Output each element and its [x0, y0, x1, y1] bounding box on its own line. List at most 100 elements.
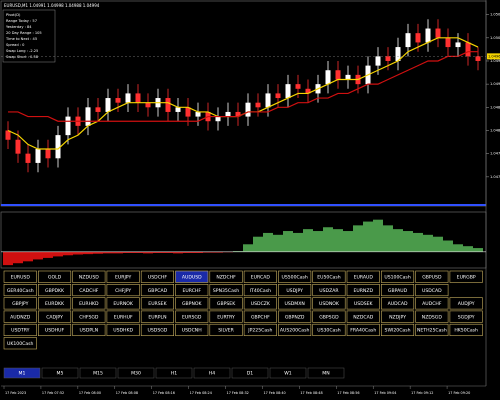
symbol-button[interactable]	[449, 270, 483, 283]
symbol-label[interactable]: EURSEK	[148, 301, 167, 307]
symbol-button[interactable]	[380, 323, 415, 337]
symbol-button[interactable]	[380, 310, 415, 323]
symbol-label[interactable]: USDCNH	[182, 328, 202, 334]
symbol-button[interactable]	[415, 270, 449, 283]
symbol-label[interactable]: EURAUD	[354, 275, 374, 281]
symbol-button[interactable]	[106, 270, 140, 283]
timeframe-button[interactable]	[41, 367, 79, 379]
symbol-button[interactable]	[72, 270, 106, 283]
symbol-button[interactable]	[140, 297, 174, 310]
symbol-button[interactable]	[72, 283, 106, 297]
timeframe-label[interactable]: W1	[284, 371, 292, 377]
symbol-label[interactable]: AUDCHF	[422, 301, 442, 307]
symbol-button[interactable]	[346, 297, 380, 310]
symbol-label[interactable]: EURTRY	[217, 314, 235, 320]
timeframe-label[interactable]: MN	[322, 371, 329, 377]
timeframe-button[interactable]	[307, 367, 345, 379]
symbol-label[interactable]: EURPLN	[148, 314, 166, 320]
symbol-label[interactable]: GBPNOK	[182, 301, 203, 307]
symbol-button[interactable]	[380, 297, 415, 310]
timeframe-label[interactable]: M5	[57, 371, 64, 377]
symbol-label[interactable]: GBPNZD	[285, 314, 305, 320]
symbol-button[interactable]	[312, 270, 346, 283]
symbol-button[interactable]	[243, 323, 277, 337]
symbol-label[interactable]: USDCAD	[422, 288, 442, 294]
symbol-button[interactable]	[3, 337, 37, 350]
symbol-label[interactable]: EURCHF	[182, 288, 201, 294]
symbol-label[interactable]: CHFSGD	[79, 314, 99, 320]
symbol-button[interactable]	[3, 323, 37, 337]
symbol-button[interactable]	[175, 283, 209, 297]
timeframe-button[interactable]	[193, 367, 231, 379]
symbol-label[interactable]: GBPSEK	[217, 301, 236, 307]
symbol-button[interactable]	[106, 310, 140, 323]
symbol-label[interactable]: USDHKD	[113, 328, 133, 334]
timeframe-button[interactable]	[269, 367, 307, 379]
symbol-button[interactable]	[37, 310, 72, 323]
symbol-button[interactable]	[312, 297, 346, 310]
symbol-button[interactable]	[346, 310, 380, 323]
symbol-button[interactable]	[175, 323, 209, 337]
symbol-button[interactable]	[72, 323, 106, 337]
symbol-button[interactable]	[346, 323, 380, 337]
symbol-label[interactable]: USDSGD	[148, 328, 168, 334]
symbol-button[interactable]	[415, 297, 449, 310]
symbol-label[interactable]: IT40Cash	[250, 288, 271, 294]
symbol-button[interactable]	[346, 283, 380, 297]
symbol-label[interactable]: CADJPY	[46, 314, 63, 320]
symbol-label[interactable]: USDTRY	[11, 328, 30, 334]
symbol-label[interactable]: EURGBP	[457, 275, 476, 281]
symbol-button[interactable]	[278, 297, 312, 310]
symbol-button[interactable]	[175, 297, 209, 310]
symbol-button[interactable]	[278, 270, 312, 283]
timeframe-button[interactable]	[79, 367, 117, 379]
symbol-label[interactable]: GBPUSD	[422, 275, 442, 281]
symbol-label[interactable]: USDCHF	[148, 275, 167, 281]
symbol-label[interactable]: GBPCHF	[251, 314, 270, 320]
symbol-label[interactable]: EU50Cash	[317, 275, 341, 281]
symbol-label[interactable]: USDCZK	[251, 301, 271, 307]
symbol-button[interactable]	[37, 323, 72, 337]
symbol-button[interactable]	[37, 270, 72, 283]
symbol-button[interactable]	[140, 283, 174, 297]
symbol-label[interactable]: EURHUF	[114, 314, 133, 320]
symbol-label[interactable]: NZDUSD	[79, 275, 99, 281]
symbol-button[interactable]	[449, 310, 483, 323]
symbol-button[interactable]	[37, 297, 72, 310]
symbol-button[interactable]	[175, 270, 209, 283]
timeframe-button[interactable]	[231, 367, 269, 379]
symbol-button[interactable]	[209, 270, 243, 283]
symbol-button[interactable]	[3, 297, 37, 310]
symbol-label[interactable]: USDJPY	[286, 288, 303, 294]
symbol-button[interactable]	[209, 323, 243, 337]
symbol-button[interactable]	[243, 310, 277, 323]
symbol-label[interactable]: SILVER	[218, 328, 234, 334]
symbol-label[interactable]: GBPJPY	[12, 301, 29, 307]
symbol-label[interactable]: EURHKD	[79, 301, 99, 307]
symbol-label[interactable]: CADCHF	[79, 288, 99, 294]
symbol-button[interactable]	[243, 297, 277, 310]
symbol-label[interactable]: NZDJPY	[389, 314, 406, 320]
timeframe-label[interactable]: H4	[209, 371, 215, 377]
symbol-label[interactable]: USDPLN	[80, 328, 99, 334]
symbol-label[interactable]: EURNOK	[113, 301, 134, 307]
symbol-button[interactable]	[380, 270, 415, 283]
symbol-label[interactable]: FRA40Cash	[350, 328, 376, 334]
symbol-button[interactable]	[37, 283, 72, 297]
symbol-button[interactable]	[278, 310, 312, 323]
symbol-button[interactable]	[278, 323, 312, 337]
symbol-label[interactable]: NZDCAD	[353, 314, 373, 320]
symbol-button[interactable]	[140, 310, 174, 323]
symbol-button[interactable]	[312, 283, 346, 297]
timeframe-label[interactable]: M15	[93, 371, 103, 377]
symbol-label[interactable]: SWI20Cash	[385, 328, 411, 334]
symbol-button[interactable]	[380, 283, 415, 297]
symbol-label[interactable]: AUDNZD	[10, 314, 31, 320]
timeframe-label[interactable]: D1	[247, 371, 254, 377]
symbol-label[interactable]: AUDJPY	[458, 301, 475, 307]
symbol-label[interactable]: USDSEK	[354, 301, 374, 307]
symbol-label[interactable]: UK100Cash	[7, 341, 34, 347]
symbol-label[interactable]: EURUSD	[11, 275, 31, 281]
symbol-label[interactable]: USDNOK	[319, 301, 340, 307]
symbol-button[interactable]	[175, 310, 209, 323]
